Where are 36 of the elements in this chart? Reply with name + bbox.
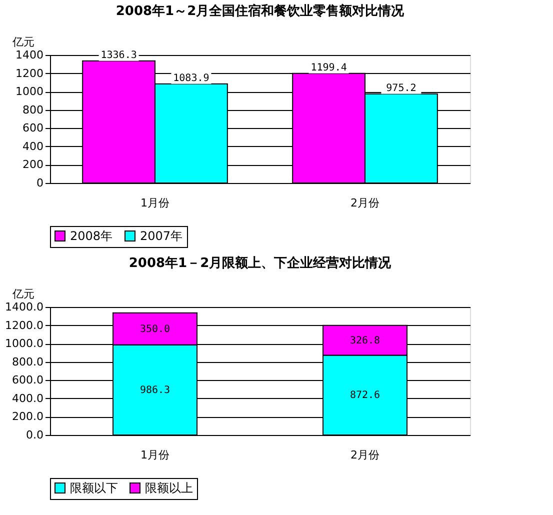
y-tick-label: 600 bbox=[22, 122, 44, 135]
y-tick-label: 600.0 bbox=[12, 374, 44, 387]
y-tick-label: 1000 bbox=[16, 85, 44, 98]
y-tick-label: 400 bbox=[22, 140, 44, 153]
y-tick-label: 1400 bbox=[16, 48, 44, 62]
chart-title: 2008年1～2月全国住宿和餐饮业零售额对比情况 bbox=[116, 3, 406, 19]
y-tick-label: 1400.0 bbox=[5, 300, 44, 314]
legend-label: 限额以上 bbox=[145, 481, 193, 495]
y-tick-label: 800.0 bbox=[12, 355, 44, 368]
data-label: 326.8 bbox=[350, 335, 380, 346]
x-tick-label: 1月份 bbox=[140, 196, 170, 210]
data-label: 872.6 bbox=[350, 390, 380, 402]
x-tick-label: 2月份 bbox=[350, 196, 380, 210]
data-label: 350.0 bbox=[140, 324, 170, 335]
y-tick-label: 400.0 bbox=[12, 392, 44, 405]
y-axis-title: 亿元 bbox=[12, 288, 34, 300]
legend-label: 2007年 bbox=[140, 229, 183, 243]
legend-label: 限额以下 bbox=[70, 481, 118, 495]
y-tick-label: 0.0 bbox=[26, 428, 44, 442]
y-tick-label: 0 bbox=[36, 176, 44, 190]
data-label: 975.2 bbox=[386, 82, 416, 94]
chart-title: 2008年1－2月限额上、下企业经营对比情况 bbox=[128, 255, 392, 271]
y-tick-label: 1200 bbox=[16, 66, 44, 80]
data-label: 1336.3 bbox=[100, 50, 137, 61]
legend-label: 2008年 bbox=[70, 229, 113, 243]
y-tick-label: 200 bbox=[22, 158, 44, 172]
y-axis-title: 亿元 bbox=[12, 36, 34, 48]
y-tick-label: 1200.0 bbox=[5, 318, 44, 332]
y-tick-label: 200.0 bbox=[12, 410, 44, 424]
x-tick-label: 1月份 bbox=[140, 448, 170, 462]
data-label: 1199.4 bbox=[310, 62, 347, 74]
y-tick-label: 1000.0 bbox=[5, 337, 44, 350]
y-tick-label: 800 bbox=[22, 103, 44, 116]
data-label: 1083.9 bbox=[173, 72, 210, 84]
data-label: 986.3 bbox=[140, 384, 170, 396]
x-tick-label: 2月份 bbox=[350, 448, 380, 462]
